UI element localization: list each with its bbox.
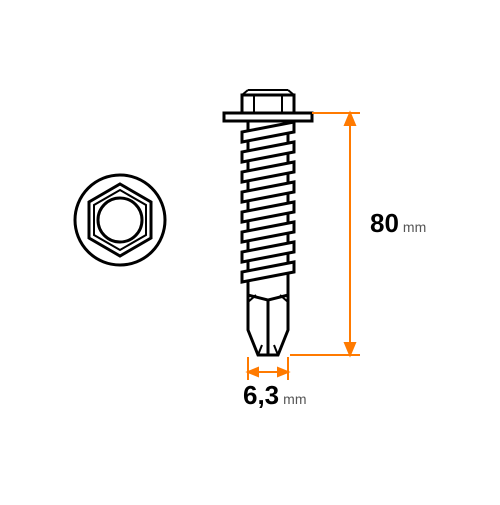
dimension-diameter bbox=[248, 357, 288, 380]
length-label: 80mm bbox=[370, 208, 426, 239]
length-unit: mm bbox=[403, 219, 426, 235]
screw-diagram bbox=[0, 0, 500, 500]
diameter-unit: mm bbox=[283, 391, 306, 407]
diameter-label: 6,3mm bbox=[243, 380, 306, 411]
drawing-canvas: 80mm 6,3mm bbox=[0, 0, 500, 500]
dimension-length bbox=[290, 113, 360, 355]
diameter-value: 6,3 bbox=[243, 380, 279, 410]
side-view bbox=[224, 90, 312, 355]
top-view bbox=[75, 175, 165, 265]
length-value: 80 bbox=[370, 208, 399, 238]
